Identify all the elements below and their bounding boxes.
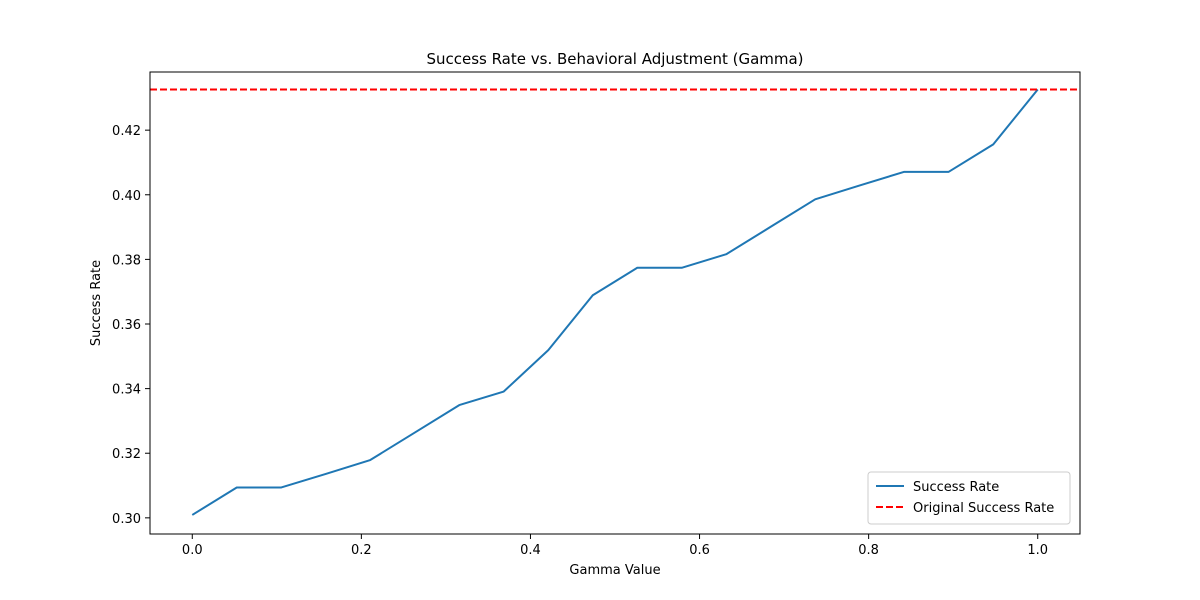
plot-frame [149, 71, 1081, 535]
chart-marks [150, 88, 1080, 516]
y-tick-label: 0.38 [112, 253, 141, 268]
chart-title: Success Rate vs. Behavioral Adjustment (… [426, 50, 803, 68]
x-axis-label: Gamma Value [569, 563, 660, 578]
y-tick-label: 0.40 [112, 189, 141, 204]
y-tick-label: 0.34 [112, 383, 141, 398]
x-tick-label: 0.4 [520, 543, 541, 558]
y-tick-label: 0.32 [112, 447, 141, 462]
x-tick-label: 0.2 [351, 543, 372, 558]
x-tick-label: 0.8 [858, 543, 879, 558]
y-tick-label: 0.42 [112, 124, 141, 139]
legend-entry-label: Original Success Rate [913, 501, 1054, 516]
y-tick-label: 0.36 [112, 318, 141, 333]
x-tick-label: 0.0 [182, 543, 203, 558]
series-line-success-rate [191, 88, 1039, 516]
x-tick-label: 1.0 [1027, 543, 1048, 558]
chart-axes: 0.0 0.2 0.4 0.6 0.8 1.0 0.30 0.32 0.34 0.36 0.38 0.… [112, 71, 1081, 558]
legend-box [867, 471, 1071, 525]
legend-entry-label: Success Rate [913, 480, 999, 495]
y-axis-label: Success Rate [89, 260, 104, 346]
y-tick-label: 0.30 [112, 512, 141, 527]
chart-legend: Success Rate Original Success Rate [867, 471, 1071, 525]
x-tick-label: 0.6 [689, 543, 710, 558]
